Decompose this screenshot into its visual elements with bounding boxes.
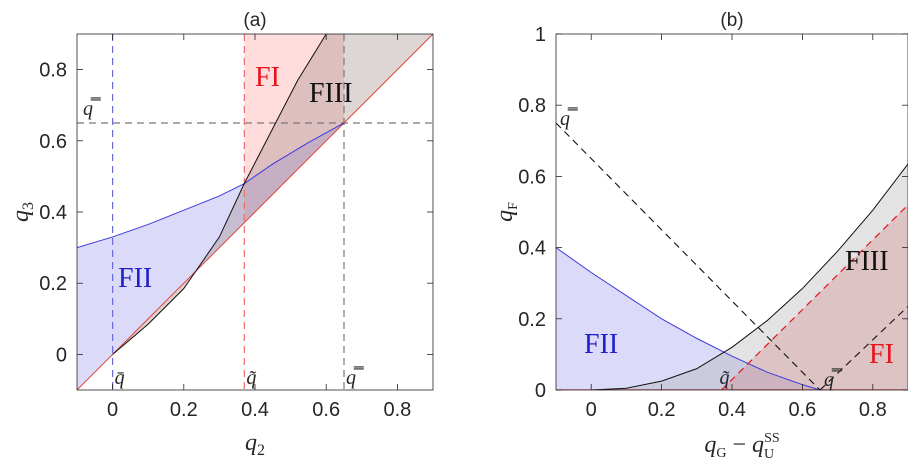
minus: − [726,432,752,458]
panel-b-ytick-label: 1 [535,24,546,46]
panel-b-xtick-label: 0.8 [859,399,887,421]
q-tilde-label: q̃ [719,367,729,389]
subscript: 2 [257,442,265,459]
panel-a-ytick-label: 0.4 [39,202,67,224]
panel-b-ylabel: qF [492,202,521,222]
q-tilde-label: q̃ [246,367,256,389]
subscript: F [506,202,521,210]
black-curve [591,163,908,390]
diagonal-line [77,34,433,390]
panel-a-ytick-label: 0 [56,344,67,366]
panel-a-xtick-label: 0.2 [170,399,198,421]
black-dashed-up [819,305,908,390]
fiii-region-fill [591,163,908,390]
blue-curve [77,122,345,249]
fii-label: FII [584,329,618,360]
panel-b-xtick-label: 0.4 [718,399,746,421]
panel-a-ytick-label: 0.6 [39,131,67,153]
panel-b-ytick-label: 0.2 [518,309,546,331]
panel-a-xtick-label: 0.8 [383,399,411,421]
black-dashed-down [556,122,821,390]
fiii-label: FIII [845,246,889,277]
panel-b-ytick-label: 0.6 [518,166,546,188]
subscript: U [764,447,774,462]
panel-b-plot-area [556,122,908,390]
panel-b-ytick-label: 0.4 [518,238,546,260]
panel-b-xlabel: qG − qUSS [704,431,779,462]
panel-a-xtick-label: 0.6 [312,399,340,421]
panel-b-ytick-label: 0.8 [518,95,546,117]
fii-region-fill [556,247,820,390]
blue-curve [556,247,821,390]
panel-b-xtick-label: 0.2 [648,399,676,421]
subscript: 3 [20,202,37,210]
fi-label: FI [869,339,894,370]
fiii-label: FIII [309,78,353,109]
black-curve [112,34,327,355]
q-dbar-label-y: q̿ [83,97,101,120]
panel-a-xtick-label: 0.4 [241,399,269,421]
panel-a-ytick-label: 0.8 [39,60,67,82]
panel-b-xtick-label: 0.6 [788,399,816,421]
panel-a-ylabel: q3 [8,202,37,222]
panel-b-xtick-label: 0 [586,399,597,421]
panel-a-plot-area [77,34,433,390]
q-bar-label: q̄ [115,367,125,389]
q-dbar-label-x: q̿ [346,366,364,389]
red-dashed-line [721,204,908,390]
panel-a: 0 0.2 0.4 0.6 0.8 0 0.2 0.4 0.6 0.8 (a) q̄ q̃ q̿ q̿ FI F… [8,10,434,459]
panel-b-ytick-label: 0 [535,380,546,402]
superscript: SS [764,431,780,446]
subscript: G [716,446,726,461]
panel-a-title: (a) [243,10,266,31]
fii-label: FII [118,263,152,294]
panel-a-ytick-label: 0.2 [39,273,67,295]
q-dbar-label-y: q̿ [560,107,578,130]
panel-b-title: (b) [720,10,743,31]
fi-label: FI [255,62,280,93]
panel-b: 0 0.2 0.4 0.6 0.800.20.40.60.81(b)q̿q̃ q̿FIIF… [492,10,908,462]
fi-region-fill [244,34,344,223]
panel-a-xtick-label: 0 [107,399,118,421]
panel-a-xlabel: q2 [245,430,265,459]
